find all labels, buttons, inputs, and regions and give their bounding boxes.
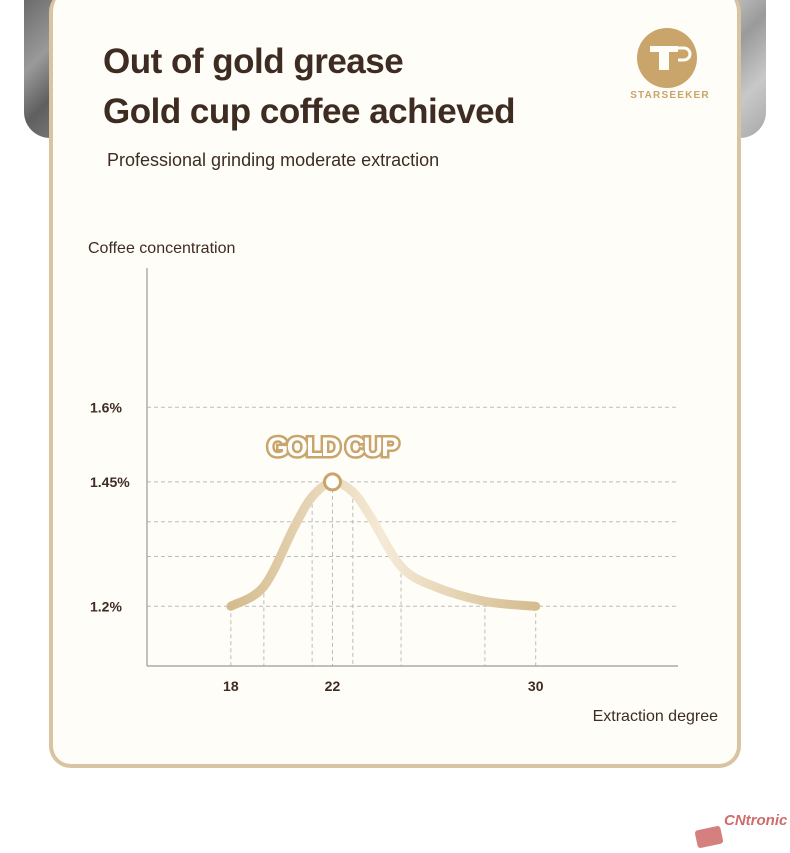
page-title-line-2: Gold cup coffee achieved <box>103 92 516 131</box>
brand-logo-icon <box>637 28 697 88</box>
brand-name: STARSEEKER <box>630 90 710 101</box>
y-tick-label: 1.2% <box>90 598 122 614</box>
x-tick-label: 22 <box>325 678 341 694</box>
content-card <box>49 0 741 768</box>
peak-point <box>322 472 342 492</box>
watermark-text: CNtronic <box>724 812 788 829</box>
x-tick-label: 30 <box>528 678 544 694</box>
page-subtitle: Professional grinding moderate extractio… <box>107 150 440 170</box>
series-line <box>226 477 541 611</box>
x-axis-title: Extraction degree <box>593 708 719 725</box>
watermark-logo-icon <box>694 826 724 848</box>
y-axis-title: Coffee concentration <box>88 240 235 257</box>
y-tick-label: 1.45% <box>90 474 130 490</box>
x-tick-label: 18 <box>223 678 239 694</box>
y-tick-label: 1.6% <box>90 399 122 415</box>
page-title-line-1: Out of gold grease <box>103 42 404 81</box>
peak-label: GOLD CUP <box>267 432 399 462</box>
